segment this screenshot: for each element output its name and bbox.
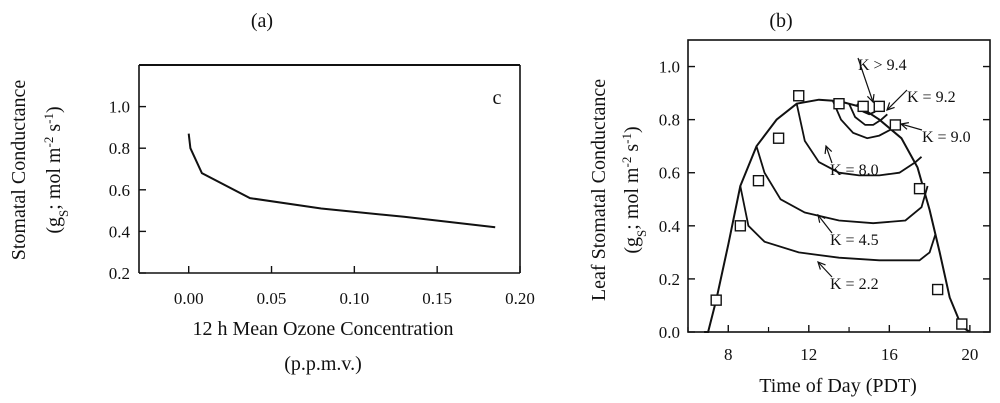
chart-a-xtick-label: 0.20 bbox=[505, 289, 535, 308]
chart-b-leader-line bbox=[825, 145, 833, 164]
chart-b-curve-line bbox=[848, 103, 888, 126]
chart-b-observed-point bbox=[913, 182, 926, 195]
chart-b-curve-label: K = 8.0 bbox=[830, 162, 879, 179]
chart-b-curve-label: K > 9.4 bbox=[858, 57, 907, 74]
chart-b-ytick-label: 0.0 bbox=[659, 323, 680, 342]
chart-a-ytick-label: 0.6 bbox=[109, 181, 130, 200]
panel-label-a: (a) bbox=[251, 10, 273, 32]
chart-b-xtick-label: 16 bbox=[881, 345, 898, 364]
chart-b-leader-line bbox=[857, 57, 874, 103]
chart-a-annotation: c bbox=[493, 87, 502, 109]
chart-a-xtick-label: 0.15 bbox=[422, 289, 452, 308]
chart-b-leader-arrowhead bbox=[817, 213, 826, 223]
chart-b-frame bbox=[687, 39, 991, 333]
chart-a-ylabel: Stomatal Conductance bbox=[8, 80, 30, 261]
panel-label-b: (b) bbox=[769, 10, 792, 32]
chart-b-curve-label: K = 9.2 bbox=[907, 89, 956, 106]
chart-b-xlabel: Time of Day (PDT) bbox=[759, 375, 917, 397]
chart-b-curve-line bbox=[755, 145, 929, 225]
chart-b-observed-point bbox=[710, 294, 722, 306]
chart-a-ylabel-unit: (gS; mol m-2 s-1) bbox=[41, 106, 71, 233]
chart-b-leader-line bbox=[900, 123, 923, 131]
chart-b-ylabel: Leaf Stomatal Conductance bbox=[588, 79, 610, 301]
chart-b-observed-point bbox=[873, 100, 885, 113]
chart-b-curve-line bbox=[832, 100, 900, 140]
chart-b-curve-line bbox=[795, 103, 923, 177]
chart-a-xlabel: 12 h Mean Ozone Concentration bbox=[192, 318, 453, 340]
chart-a-ytick-label: 0.4 bbox=[109, 222, 131, 241]
chart-b-leader-arrowhead bbox=[886, 102, 895, 111]
chart-b-observed-point bbox=[772, 132, 785, 144]
chart-b-ytick-label: 0.4 bbox=[659, 217, 681, 236]
chart-b-observed-point bbox=[833, 98, 845, 110]
chart-b-leader-arrowhead bbox=[866, 94, 875, 104]
chart-b-xtick-label: 8 bbox=[724, 345, 733, 364]
chart-b-ytick-label: 1.0 bbox=[659, 58, 680, 77]
chart-b-leader-arrowhead bbox=[824, 144, 833, 155]
chart-b-leader-line bbox=[817, 214, 833, 234]
chart-b-curve-line bbox=[739, 185, 937, 262]
chart-a-ytick-label: 0.8 bbox=[109, 139, 130, 158]
chart-b-observed-point bbox=[857, 100, 869, 113]
chart-b-xtick-label: 12 bbox=[800, 345, 817, 364]
chart-b-observed-point bbox=[889, 119, 902, 131]
chart-a-xtick-label: 0.10 bbox=[339, 289, 369, 308]
chart-b-ylabel-unit: (gS; mol m-2 s-1) bbox=[619, 126, 649, 253]
chart-b-observed-point bbox=[793, 90, 805, 102]
chart-a-ytick-label: 1.0 bbox=[109, 98, 130, 117]
chart-a-xlabel-unit: (p.p.m.v.) bbox=[284, 353, 362, 375]
chart-b-curve-label: K = 2.2 bbox=[830, 276, 879, 293]
chart-b-observed-point bbox=[752, 174, 765, 187]
chart-b-leader-arrowhead bbox=[817, 260, 826, 270]
chart-b-observed-point bbox=[931, 283, 944, 296]
chart-a: 0.2 0.4 0.6 0.8 1.0 0.00 0.05 0.10 0.15 0.20 c 1… bbox=[8, 64, 535, 375]
chart-a-ytick-label: 0.2 bbox=[109, 264, 130, 283]
chart-b-observed-point bbox=[956, 318, 968, 330]
chart-b-ytick-label: 0.6 bbox=[659, 164, 680, 183]
chart-b-curve-label: K = 9.0 bbox=[922, 129, 971, 146]
chart-b-xtick-label: 20 bbox=[961, 345, 978, 364]
chart-b-leader-line bbox=[817, 261, 833, 278]
chart-b-curve-label: K = 4.5 bbox=[830, 232, 879, 249]
chart-b-ytick-label: 0.8 bbox=[659, 111, 680, 130]
chart-b-observed-point bbox=[734, 220, 747, 232]
chart-b-ytick-label: 0.2 bbox=[659, 270, 680, 289]
chart-b: 0.0 0.2 0.4 0.6 0.8 1.0 8 12 16 20 K = 2.2 K = 4.… bbox=[588, 39, 991, 397]
chart-a-series-line bbox=[187, 133, 496, 229]
chart-b-leader-arrowhead bbox=[899, 122, 910, 130]
chart-a-xtick-label: 0.05 bbox=[257, 289, 287, 308]
chart-a-xtick-label: 0.00 bbox=[174, 289, 204, 308]
chart-b-leader-line bbox=[886, 89, 908, 111]
